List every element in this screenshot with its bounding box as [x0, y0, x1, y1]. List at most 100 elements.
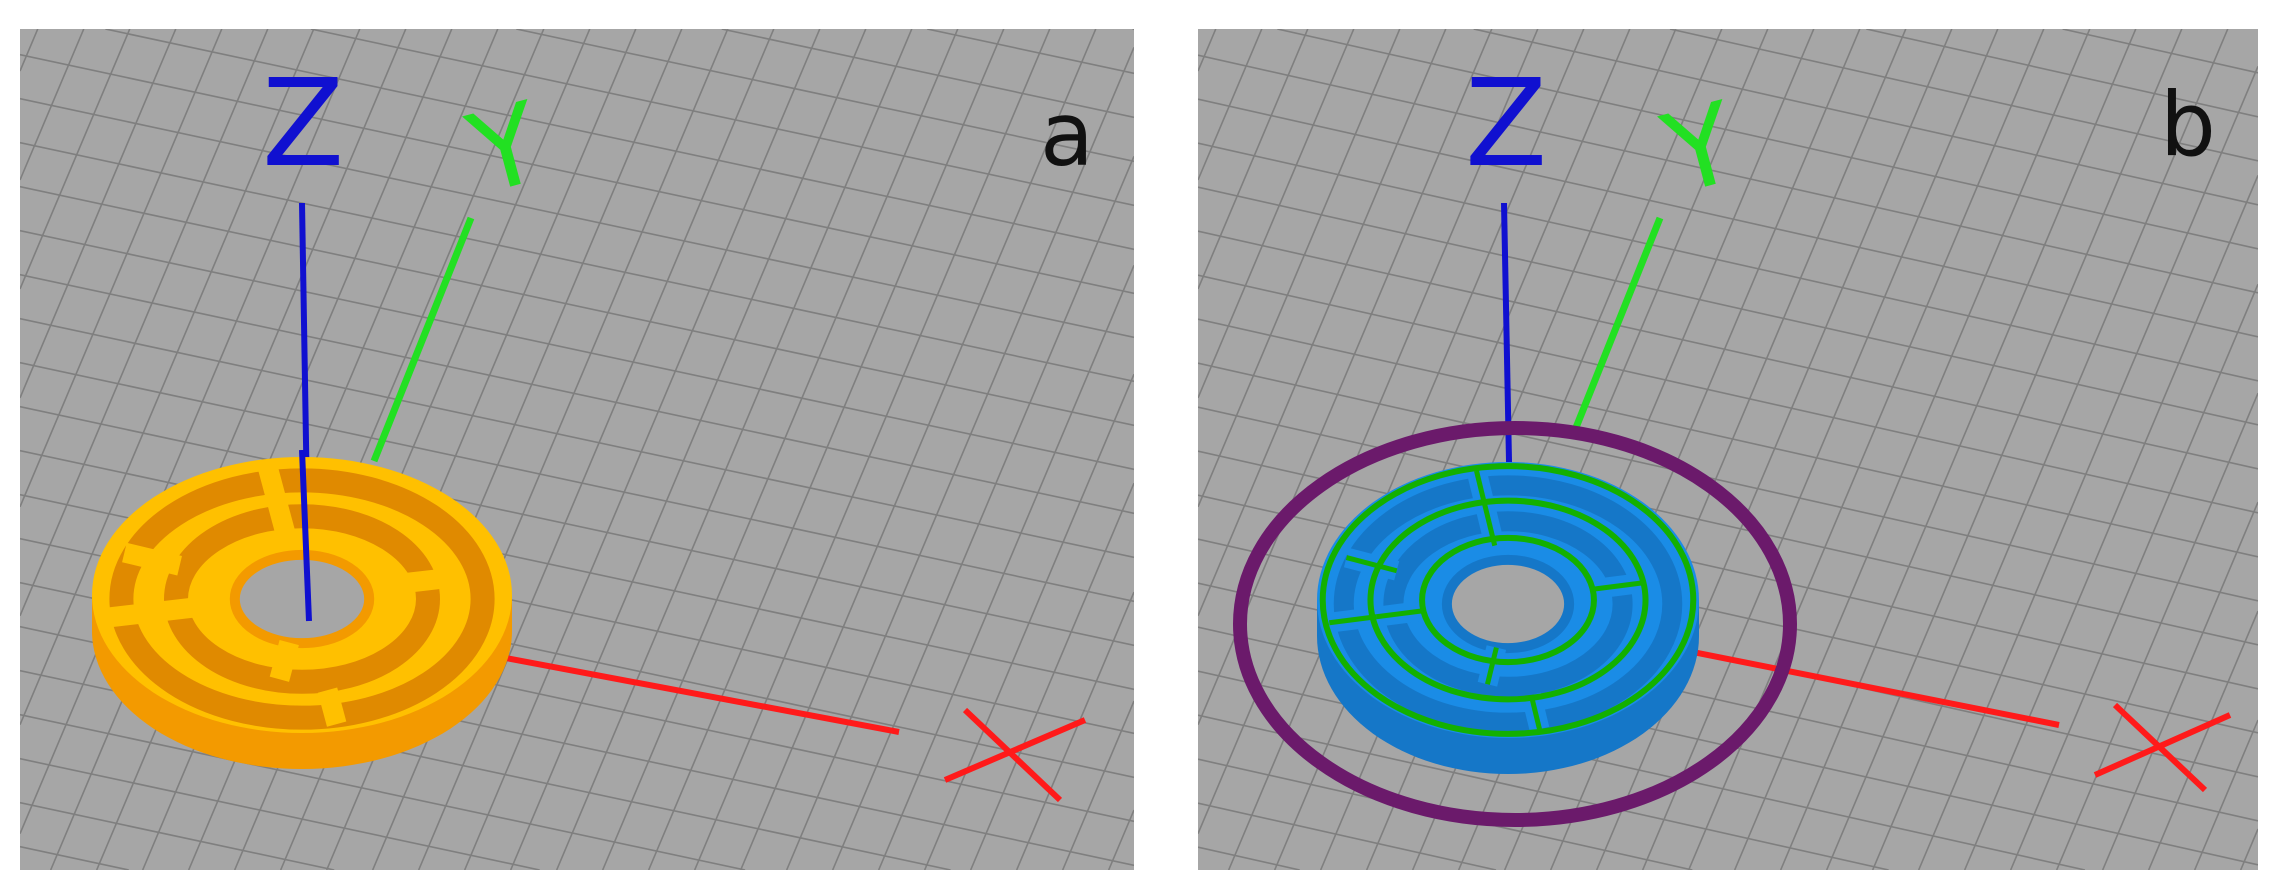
- grid-line: [1871, 29, 2229, 870]
- grid-line: [1198, 54, 2258, 294]
- spoke: [122, 542, 182, 576]
- grid-line: [20, 29, 269, 617]
- grid-line: [20, 845, 129, 870]
- grid-line: [1198, 318, 2258, 558]
- grid-line: [831, 156, 1134, 870]
- grid-line: [20, 29, 85, 181]
- grid-line: [1198, 29, 1401, 508]
- grid-line: [2009, 283, 2258, 870]
- grid-line: [1198, 406, 2258, 646]
- grid-line: [20, 317, 1134, 559]
- grid-line: [1733, 29, 2091, 870]
- grid-line: [20, 361, 1134, 603]
- grid-line: [785, 47, 1134, 870]
- grid-line: [1198, 29, 1263, 181]
- grid-line: [2062, 29, 2258, 74]
- grid-line: [20, 273, 1134, 515]
- spoke-path: [1376, 608, 1424, 620]
- grid-line: [20, 29, 39, 72]
- grid-line: [1779, 29, 2137, 870]
- spoke-path: [1528, 694, 1542, 730]
- grid-line: [555, 29, 913, 870]
- grid-line: [417, 29, 775, 870]
- grid-line: [20, 757, 540, 870]
- grid-line: [310, 29, 1134, 207]
- grid-line: [20, 185, 1134, 427]
- grid-line: [2101, 501, 2258, 870]
- grid-line: [20, 53, 1134, 295]
- spoke: [393, 567, 453, 595]
- grid-line: [1198, 274, 2258, 514]
- grid-line: [20, 405, 1134, 647]
- panel-label-b: b: [2160, 73, 2216, 176]
- grid-line: [877, 264, 1134, 870]
- grid-line: [20, 29, 131, 290]
- spoke-path: [1485, 646, 1499, 685]
- grid-line: [1866, 29, 2258, 118]
- grid-line: [20, 801, 335, 870]
- grid-line: [20, 713, 746, 870]
- grid-line: [20, 29, 177, 399]
- grid-line: [693, 29, 1051, 870]
- spoke-path: [1592, 580, 1644, 592]
- perimeter-path: [1367, 497, 1649, 703]
- grid-line: [2055, 392, 2258, 870]
- grid-line: [20, 29, 223, 508]
- spoke: [104, 601, 159, 628]
- panel-b: Z Y X b: [1198, 29, 2258, 870]
- panel-a: Z Y X a: [20, 29, 1134, 870]
- grid-line: [1198, 450, 2258, 690]
- grid-line: [20, 97, 1134, 339]
- center-hole: [1441, 554, 1575, 654]
- grid-line: [969, 482, 1134, 870]
- grid-line: [1198, 186, 2258, 426]
- spoke: [317, 687, 347, 727]
- grid-line: [1473, 29, 2258, 206]
- spoke: [269, 639, 299, 682]
- ring-gap: [1383, 511, 1633, 697]
- grid-line: [20, 229, 1134, 471]
- grid-line: [1198, 142, 2258, 382]
- skirt-outline: [1233, 421, 1797, 827]
- z-axis-label: Z: [262, 55, 344, 194]
- grid-line: [1825, 29, 2183, 870]
- grid-line: [1198, 29, 1447, 617]
- grid-line: [1198, 98, 2258, 338]
- center-hole: [229, 549, 375, 649]
- grid-line: [2147, 610, 2258, 870]
- grid-line: [1198, 846, 1300, 870]
- grid-line: [2193, 719, 2258, 870]
- spoke: [257, 463, 298, 544]
- grid-line: [1198, 29, 1217, 72]
- grid-line: [516, 29, 1134, 163]
- grid-line: [1198, 29, 1309, 290]
- x-axis-label: X: [943, 707, 1087, 803]
- grid-line: [1198, 802, 1497, 870]
- grid-line: [721, 29, 1134, 119]
- grid-line: [601, 29, 959, 870]
- grid-line: [2239, 828, 2258, 870]
- perimeter-path: [1419, 534, 1597, 666]
- grid-line: [1198, 362, 2258, 602]
- grid-line: [1015, 591, 1134, 870]
- spoke-path: [1474, 470, 1498, 547]
- z-axis-front: [299, 449, 312, 622]
- ring-gap: [1333, 475, 1683, 733]
- grid-line: [1641, 29, 1999, 870]
- z-axis-label: Z: [1465, 55, 1547, 194]
- z-axis: Z: [1465, 55, 1547, 617]
- spoke-path: [1345, 555, 1398, 574]
- grid-line: [739, 29, 1097, 870]
- spoke: [156, 595, 211, 622]
- grid-line: [1669, 29, 2258, 162]
- grid-line: [1198, 714, 1889, 870]
- grid-line: [1917, 66, 2258, 870]
- grid-line: [509, 29, 867, 870]
- grid-line: [1061, 700, 1134, 870]
- grid-line: [20, 141, 1134, 383]
- model-sliced-disk: [1317, 462, 1699, 774]
- grid-line: [1273, 29, 1631, 870]
- perimeter-path: [1319, 463, 1697, 737]
- x-axis-label: X: [2093, 702, 2232, 793]
